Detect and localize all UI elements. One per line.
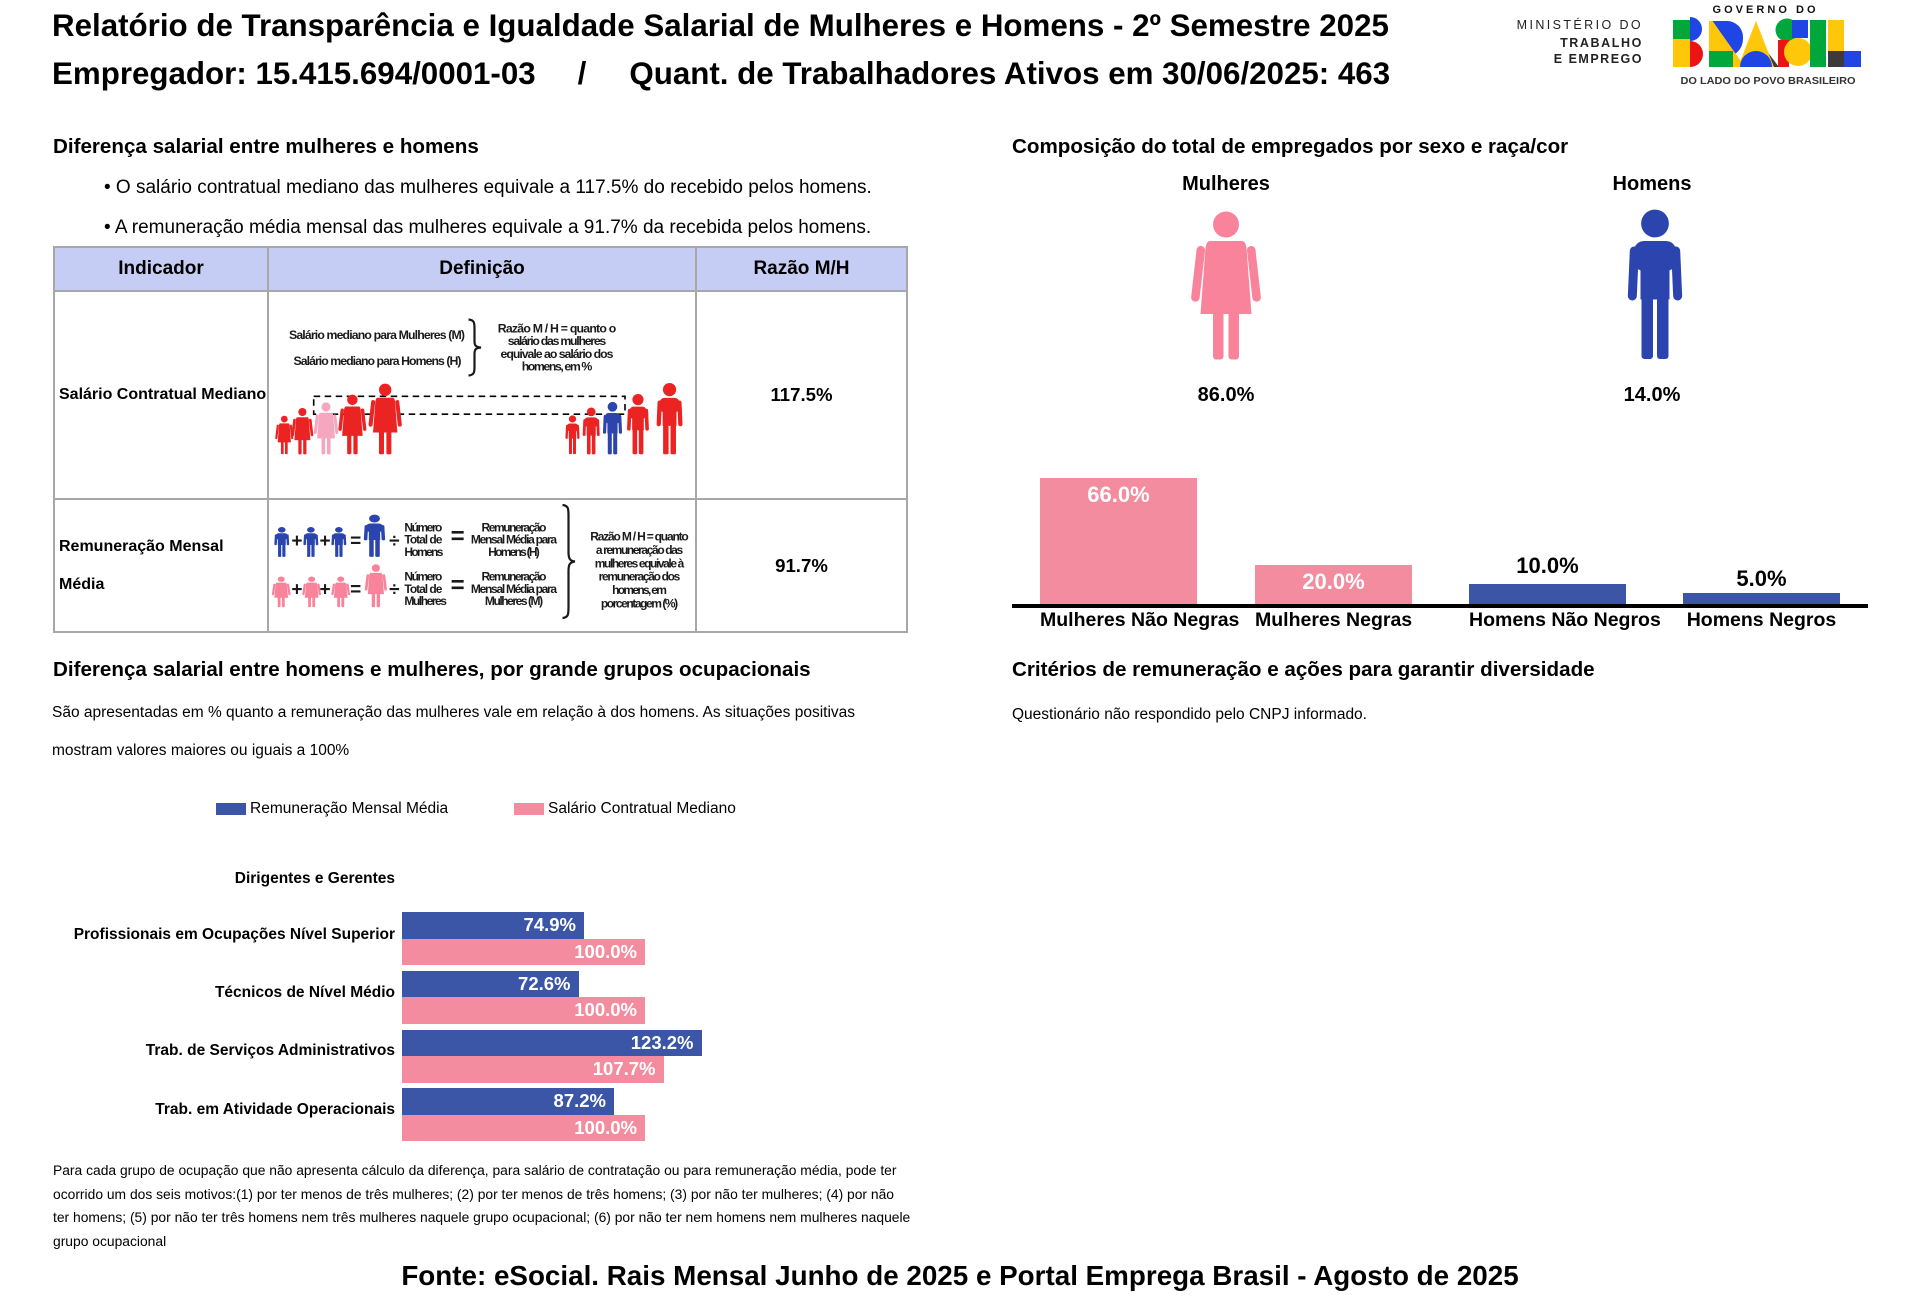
svg-text:homens, em %: homens, em %	[522, 360, 593, 374]
svg-text:=: =	[350, 580, 361, 601]
svg-text:equivale ao salário dos: equivale ao salário dos	[501, 347, 614, 361]
svg-text:+: +	[291, 580, 302, 601]
svg-text:=: =	[451, 523, 465, 550]
svg-text:÷: ÷	[389, 531, 399, 552]
svg-text:Mensal Média para: Mensal Média para	[471, 533, 558, 547]
svg-text:porcentagem (%): porcentagem (%)	[601, 597, 678, 611]
svg-text:mulheres equivale à: mulheres equivale à	[595, 556, 685, 570]
svg-text:Total de: Total de	[404, 582, 442, 596]
svg-text:=: =	[451, 572, 465, 599]
svg-text:DO LADO DO POVO BRASILEIRO: DO LADO DO POVO BRASILEIRO	[1681, 75, 1856, 87]
svg-text:Salário mediano para Homens (H: Salário mediano para Homens (H)	[294, 354, 462, 368]
svg-text:Remuneração: Remuneração	[482, 520, 547, 534]
svg-text:GOVERNO DO: GOVERNO DO	[1713, 4, 1819, 16]
svg-text:Mensal Média para: Mensal Média para	[471, 582, 558, 596]
svg-text:+: +	[319, 531, 330, 552]
svg-text:Total de: Total de	[404, 533, 442, 547]
svg-text:+: +	[291, 531, 302, 552]
svg-text:homens, em: homens, em	[612, 583, 667, 597]
svg-text:Número: Número	[404, 570, 442, 584]
svg-text:Razão M / H = quanto: Razão M / H = quanto	[590, 530, 689, 544]
svg-text:salário das mulheres: salário das mulheres	[508, 334, 607, 348]
svg-text:Salário mediano para Mulheres: Salário mediano para Mulheres (M)	[289, 328, 465, 342]
svg-text:Mulheres (M): Mulheres (M)	[485, 594, 543, 608]
svg-text:Número: Número	[404, 520, 442, 534]
svg-text:a remuneração das: a remuneração das	[596, 543, 684, 557]
svg-text:Homens: Homens	[404, 545, 443, 559]
svg-text:Remuneração: Remuneração	[482, 570, 547, 584]
svg-text:=: =	[350, 531, 361, 552]
svg-text:+: +	[319, 580, 330, 601]
svg-text:Homens (H): Homens (H)	[488, 545, 540, 559]
svg-text:Razão M / H = quanto o: Razão M / H = quanto o	[498, 322, 617, 336]
svg-text:Mulheres: Mulheres	[404, 594, 447, 608]
svg-text:remuneração dos: remuneração dos	[599, 570, 681, 584]
svg-text:÷: ÷	[389, 580, 399, 601]
